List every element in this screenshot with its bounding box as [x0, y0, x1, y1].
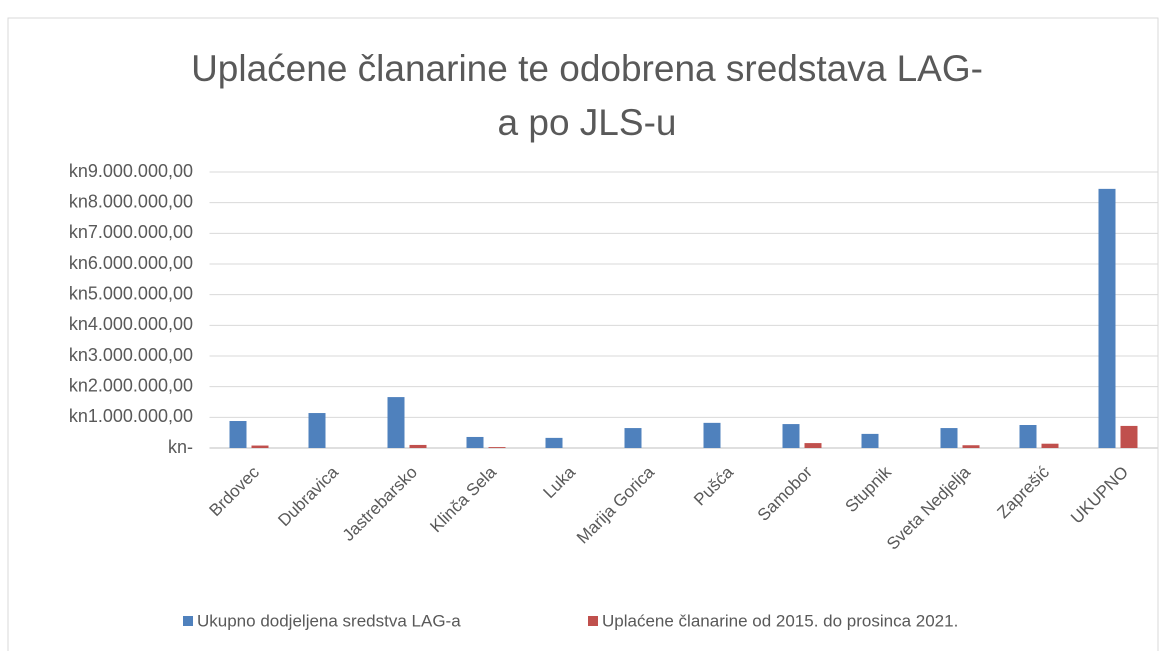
y-tick-label: kn- [168, 437, 193, 457]
bar [782, 424, 800, 448]
bar [409, 444, 427, 448]
x-tick-label: Jastrebarsko [339, 463, 421, 545]
legend-label: Ukupno dodjeljena sredstva LAG-a [197, 611, 461, 630]
bar [251, 445, 269, 448]
bar [308, 413, 326, 448]
bar [940, 428, 958, 448]
bar [229, 421, 247, 448]
x-tick-label: UKUPNO [1067, 463, 1132, 528]
x-tick-label: Klinča Sela [426, 462, 500, 536]
x-tick-label: Luka [539, 462, 579, 502]
y-tick-label: kn4.000.000,00 [69, 314, 193, 334]
y-tick-label: kn1.000.000,00 [69, 406, 193, 426]
chart-title: Uplaćene članarine te odobrena sredstava… [191, 48, 983, 143]
bar [1120, 425, 1138, 448]
bar [1041, 443, 1059, 448]
bar [804, 443, 822, 448]
legend-swatch [588, 616, 598, 626]
y-tick-label: kn2.000.000,00 [69, 375, 193, 395]
legend-label: Uplaćene članarine od 2015. do prosinca … [602, 611, 958, 630]
y-tick-label: kn5.000.000,00 [69, 283, 193, 303]
bar [545, 437, 563, 448]
y-tick-label: kn9.000.000,00 [69, 161, 193, 181]
legend-swatch [183, 616, 193, 626]
x-tick-label: Sveta Nedjelja [883, 462, 974, 553]
bar [1019, 425, 1037, 448]
x-tick-label: Dubravica [274, 462, 342, 530]
bar [861, 433, 879, 448]
bar [703, 422, 721, 448]
y-tick-label: kn7.000.000,00 [69, 222, 193, 242]
x-tick-label: Samobor [754, 462, 816, 524]
x-tick-label: Stupnik [841, 462, 895, 516]
y-tick-label: kn6.000.000,00 [69, 253, 193, 273]
bar [962, 445, 980, 448]
bar [624, 428, 642, 448]
x-tick-label: Pušća [690, 462, 737, 509]
y-tick-label: kn3.000.000,00 [69, 345, 193, 365]
y-tick-label: kn8.000.000,00 [69, 191, 193, 211]
x-tick-label: Zaprešić [993, 462, 1053, 522]
x-tick-label: Brdovec [205, 462, 263, 520]
chart-border [7, 17, 1159, 651]
bar [466, 436, 484, 448]
x-tick-label: Marija Gorica [573, 462, 658, 547]
bar [387, 397, 405, 448]
bar [1098, 188, 1116, 448]
bar [488, 447, 506, 448]
